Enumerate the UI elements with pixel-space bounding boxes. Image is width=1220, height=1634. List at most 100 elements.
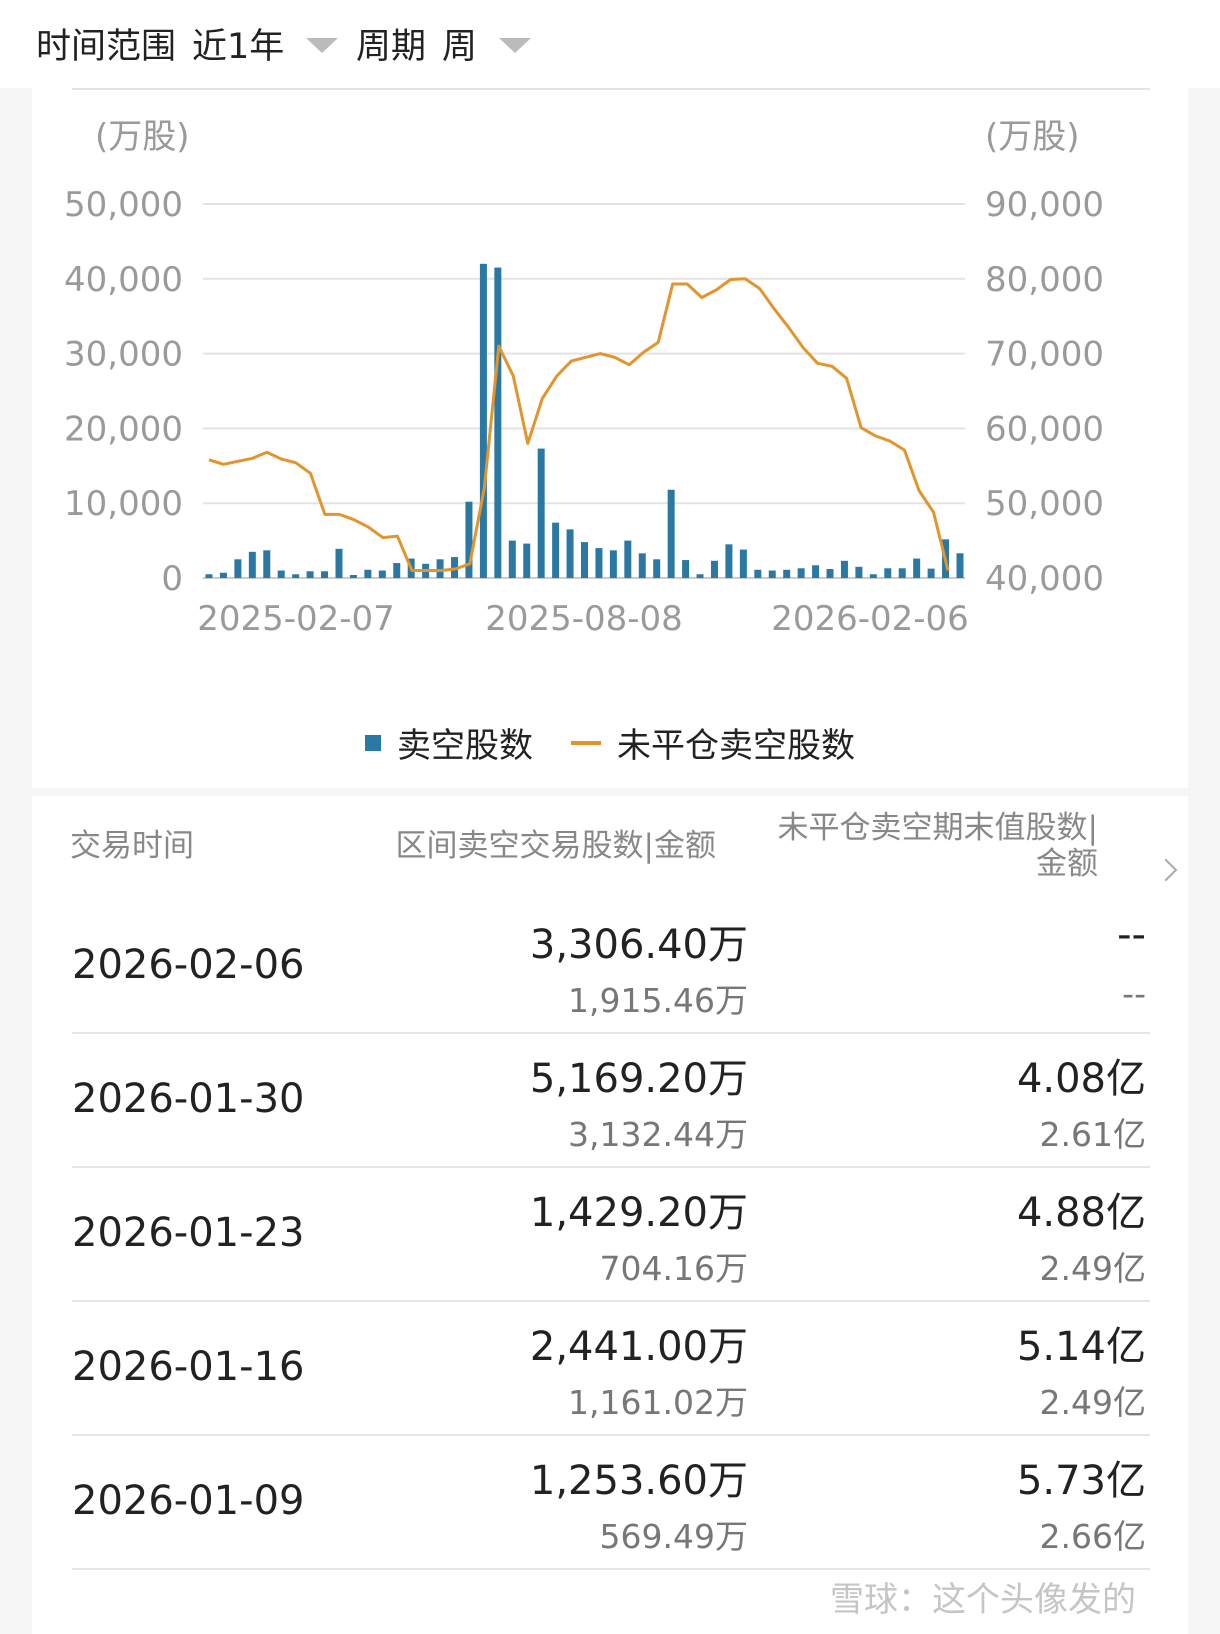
x-axis-tick-label: 2026-02-06 xyxy=(771,599,969,639)
left-axis-tick-label: 20,000 xyxy=(64,409,183,449)
data-table xyxy=(32,796,1188,1634)
time-range-filter[interactable]: 时间范围 近1年 xyxy=(36,18,339,68)
bar-short-shares xyxy=(566,529,574,578)
bar-short-shares xyxy=(205,574,213,578)
legend-bar-swatch xyxy=(365,734,381,751)
bar-short-shares xyxy=(393,563,401,578)
row-short-amount: 704.16万 xyxy=(599,1249,748,1288)
row-short-amount: 1,161.02万 xyxy=(568,1383,748,1422)
time-range-value: 近1年 xyxy=(192,26,285,67)
bar-short-shares xyxy=(840,560,848,578)
bar-short-shares xyxy=(682,560,690,578)
bar-short-shares xyxy=(364,569,372,578)
bar-short-shares xyxy=(335,548,343,578)
table-row[interactable]: 2026-01-30 5,169.20万 3,132.44万 4.08亿 2.6… xyxy=(72,1030,1150,1168)
bar-short-shares xyxy=(653,559,661,578)
bar-short-shares xyxy=(349,575,357,578)
bar-short-shares xyxy=(812,565,820,578)
watermark: 雪球：这个头像发的 xyxy=(830,1580,1136,1620)
legend-line-label: 未平仓卖空股数 xyxy=(617,726,855,766)
period-value: 周 xyxy=(442,26,478,67)
bar-short-shares xyxy=(797,568,805,578)
bar-short-shares xyxy=(378,570,386,578)
period-filter[interactable]: 周期 周 xyxy=(356,18,532,68)
short-selling-chart: 0 10,000 20,000 30,000 40,000 50,000 40,000 50,… xyxy=(64,117,1104,639)
row-open-shares: 4.88亿 xyxy=(1016,1190,1146,1236)
chevron-down-icon xyxy=(306,37,339,53)
table-row[interactable]: 2026-02-06 3,306.40万 1,915.46万 -- -- xyxy=(72,896,1150,1034)
bar-short-shares xyxy=(624,540,632,578)
chart-legend: 卖空股数 未平仓卖空股数 xyxy=(0,718,1220,767)
bar-short-shares xyxy=(768,570,776,578)
right-axis-tick-label: 40,000 xyxy=(985,559,1104,599)
row-short-shares: 5,169.20万 xyxy=(529,1056,748,1102)
left-axis-tick-label: 0 xyxy=(161,559,183,599)
bar-short-shares xyxy=(739,549,747,578)
table-row[interactable]: 2026-01-09 1,253.60万 569.49万 5.73亿 2.66亿 xyxy=(72,1432,1150,1570)
left-axis-tick-label: 50,000 xyxy=(64,185,183,225)
bar-short-shares xyxy=(306,571,314,578)
header-open-short-line2: 金额 xyxy=(1036,846,1098,882)
bar-short-shares xyxy=(898,568,906,578)
bar-short-shares xyxy=(552,522,560,578)
row-short-shares: 1,253.60万 xyxy=(529,1458,748,1504)
legend-bar-label: 卖空股数 xyxy=(397,726,533,766)
row-open-amount: 2.61亿 xyxy=(1039,1115,1146,1154)
bar-short-shares xyxy=(855,566,863,578)
line-open-short-shares xyxy=(208,277,950,572)
bar-short-shares xyxy=(508,540,516,578)
header-open-short-line1: 未平仓卖空期末值股数| xyxy=(777,810,1098,846)
right-axis-unit: (万股) xyxy=(985,117,1080,157)
row-open-shares: 5.14亿 xyxy=(1016,1324,1146,1370)
row-open-amount: -- xyxy=(1122,974,1146,1013)
bar-short-shares xyxy=(465,501,473,578)
right-axis-tick-label: 50,000 xyxy=(985,484,1104,524)
bar-short-shares xyxy=(696,574,704,578)
row-date: 2026-01-09 xyxy=(72,1478,305,1524)
bar-short-shares xyxy=(869,574,877,578)
bar-short-shares xyxy=(710,560,718,578)
row-short-amount: 569.49万 xyxy=(599,1517,748,1556)
left-axis-unit: (万股) xyxy=(95,117,190,157)
bar-short-shares xyxy=(667,489,675,578)
bar-short-shares xyxy=(248,551,256,578)
row-date: 2026-01-16 xyxy=(72,1344,305,1390)
right-axis-tick-label: 70,000 xyxy=(985,335,1104,375)
row-open-amount: 2.66亿 xyxy=(1039,1517,1146,1556)
bar-short-shares xyxy=(523,543,531,578)
row-short-shares: 1,429.20万 xyxy=(529,1190,748,1236)
bar-short-shares xyxy=(927,568,935,578)
filter-bar: 时间范围 近1年 周期 周 xyxy=(0,0,1220,88)
x-axis-tick-label: 2025-02-07 xyxy=(197,599,395,639)
bar-short-shares xyxy=(826,569,834,578)
x-axis-tick-label: 2025-08-08 xyxy=(485,599,683,639)
bar-short-shares xyxy=(277,570,285,578)
bar-short-shares xyxy=(479,263,487,578)
row-date: 2026-01-30 xyxy=(72,1076,305,1122)
table-row[interactable]: 2026-01-23 1,429.20万 704.16万 4.88亿 2.49亿 xyxy=(72,1164,1150,1302)
left-axis-tick-label: 10,000 xyxy=(64,484,183,524)
bar-short-shares xyxy=(595,548,603,578)
header-short-volume: 区间卖空交易股数|金额 xyxy=(395,828,716,864)
bar-short-shares xyxy=(263,550,271,578)
header-trade-time: 交易时间 xyxy=(70,828,194,864)
row-date: 2026-01-23 xyxy=(72,1210,305,1256)
bar-short-shares xyxy=(638,553,646,578)
bar-short-shares xyxy=(956,553,964,578)
bar-short-shares xyxy=(783,569,791,578)
table-row[interactable]: 2026-01-16 2,441.00万 1,161.02万 5.14亿 2.4… xyxy=(72,1298,1150,1436)
right-axis-tick-label: 80,000 xyxy=(985,260,1104,300)
bar-short-shares xyxy=(884,568,892,578)
bar-short-shares xyxy=(451,557,459,578)
time-range-label: 时间范围 xyxy=(36,26,177,67)
legend-line-swatch xyxy=(571,740,601,745)
bar-short-shares xyxy=(219,572,227,578)
left-axis-tick-label: 30,000 xyxy=(64,335,183,375)
bar-short-shares xyxy=(292,574,300,578)
row-open-shares: 4.08亿 xyxy=(1016,1056,1146,1102)
left-axis-tick-label: 40,000 xyxy=(64,260,183,300)
bar-short-shares xyxy=(725,544,733,578)
bar-short-shares xyxy=(913,558,921,578)
row-short-amount: 3,132.44万 xyxy=(568,1115,748,1154)
bar-short-shares xyxy=(234,559,242,578)
